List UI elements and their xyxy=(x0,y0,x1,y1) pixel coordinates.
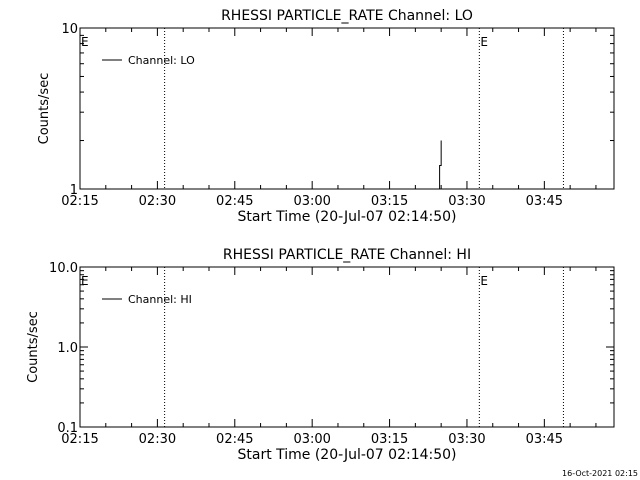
footer-timestamp: 16-Oct-2021 02:15 xyxy=(562,469,638,478)
x-tick-label: 02:30 xyxy=(139,432,176,447)
event-marker-label: E xyxy=(480,274,488,288)
x-tick-label: 03:00 xyxy=(293,194,330,209)
x-tick-label: 03:30 xyxy=(448,432,485,447)
x-tick-label: 03:45 xyxy=(526,432,563,447)
y-tick-label: 10 xyxy=(61,22,78,37)
y-axis-label: Counts/sec xyxy=(26,311,41,383)
legend-label: Channel: LO xyxy=(128,54,195,67)
chart-title: RHESSI PARTICLE_RATE Channel: HI xyxy=(223,247,471,263)
x-tick-label: 03:30 xyxy=(448,194,485,209)
x-tick-label: 03:00 xyxy=(293,432,330,447)
x-axis-label: Start Time (20-Jul-07 02:14:50) xyxy=(237,447,456,463)
x-tick-label: 03:15 xyxy=(371,194,408,209)
legend-label: Channel: HI xyxy=(128,293,192,306)
x-tick-label: 03:15 xyxy=(371,432,408,447)
y-tick-label: 1.0 xyxy=(57,341,78,356)
x-tick-label: 02:15 xyxy=(61,432,98,447)
plot-frame xyxy=(79,266,615,428)
y-axis-label: Counts/sec xyxy=(37,73,52,145)
plot-frame xyxy=(79,27,615,190)
y-tick-label: 1 xyxy=(70,183,78,198)
x-tick-label: 02:30 xyxy=(139,194,176,209)
series-line xyxy=(439,140,442,189)
y-tick-label: 0.1 xyxy=(57,421,78,436)
x-tick-label: 02:15 xyxy=(61,194,98,209)
x-tick-label: 03:45 xyxy=(526,194,563,209)
chart-title: RHESSI PARTICLE_RATE Channel: LO xyxy=(221,8,473,24)
chart-lo: RHESSI PARTICLE_RATE Channel: LO 02:15 02:… xyxy=(37,8,615,225)
x-axis-label: Start Time (20-Jul-07 02:14:50) xyxy=(237,209,456,225)
chart-hi: RHESSI PARTICLE_RATE Channel: HI 02:15 02:… xyxy=(26,247,615,463)
edge-marker-label: E xyxy=(81,274,89,288)
event-marker-label: E xyxy=(480,35,488,49)
y-tick-label: 10.0 xyxy=(49,261,78,276)
x-tick-label: 02:45 xyxy=(216,194,253,209)
edge-marker-label: E xyxy=(81,35,89,49)
x-tick-label: 02:45 xyxy=(216,432,253,447)
